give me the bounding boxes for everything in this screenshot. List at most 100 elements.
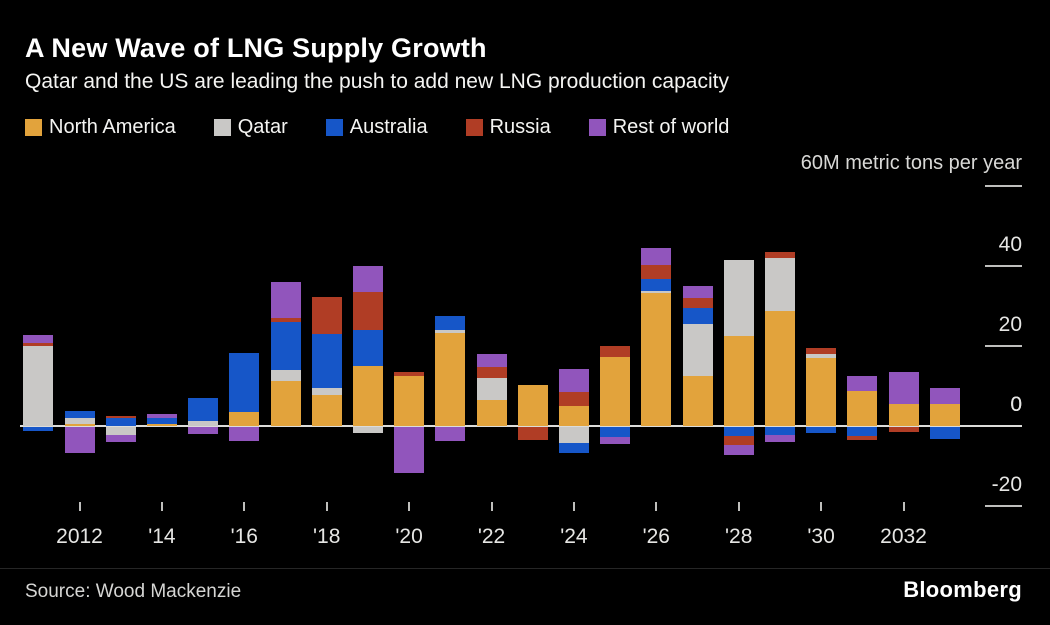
bar-segment-north_america-2025 [600, 356, 631, 426]
bar-segment-australia-2030 [806, 427, 837, 433]
bar-segment-qatar-2013 [105, 427, 136, 435]
legend-label: North America [49, 116, 176, 138]
bar-segment-australia-2019 [352, 330, 383, 366]
legend-swatch-australia [325, 119, 343, 136]
bar-segment-australia-2014 [146, 418, 177, 424]
bar-segment-north_america-2029 [764, 310, 795, 426]
y-axis-tick [985, 185, 1022, 187]
x-axis-tick [160, 502, 163, 511]
bar-segment-qatar-2027 [682, 323, 713, 376]
bar-segment-russia-2023 [517, 427, 548, 440]
bar-segment-russia-2026 [641, 265, 672, 279]
bar-segment-qatar-2012 [64, 418, 95, 424]
bar-segment-north_america-2016 [229, 412, 260, 426]
bar-segment-australia-2017 [270, 321, 301, 370]
bar-segment-russia-2017 [270, 317, 301, 322]
bar-segment-rest_of_world-2016 [229, 427, 260, 441]
bar-segment-russia-2030 [806, 347, 837, 354]
x-axis-tick [655, 502, 658, 511]
source-credit: Source: Wood Mackenzie [25, 581, 242, 602]
legend-swatch-rest_of_world [588, 119, 606, 136]
x-axis-tick [572, 502, 575, 511]
y-axis-label: 0 [1010, 393, 1022, 416]
bar-segment-rest_of_world-2022 [476, 353, 507, 367]
bar-segment-rest_of_world-2013 [105, 435, 136, 442]
y-axis-label: -20 [991, 473, 1022, 496]
bar-segment-rest_of_world-2021 [435, 427, 466, 441]
bar-segment-australia-2013 [105, 418, 136, 426]
bar-segment-north_america-2014 [146, 424, 177, 426]
bar-segment-qatar-2018 [311, 387, 342, 396]
x-axis-tick [820, 502, 823, 511]
bar-segment-north_america-2028 [723, 335, 754, 426]
x-axis-label: 2032 [880, 525, 927, 548]
legend-label: Russia [489, 116, 551, 138]
y-axis-label: 20 [998, 313, 1022, 336]
bar-segment-russia-2019 [352, 292, 383, 330]
bar-segment-north_america-2027 [682, 375, 713, 426]
x-axis-label: '20 [395, 525, 423, 548]
x-axis-tick [243, 502, 246, 511]
bar-segment-russia-2025 [600, 345, 631, 357]
bar-segment-qatar-2029 [764, 257, 795, 311]
bar-segment-australia-2029 [764, 427, 795, 436]
bar-segment-rest_of_world-2026 [641, 248, 672, 266]
bar-segment-rest_of_world-2033 [929, 388, 960, 404]
legend-item-australia: Australia [325, 116, 428, 139]
x-axis-tick [737, 502, 740, 511]
page-title: A New Wave of LNG Supply Growth [25, 33, 487, 63]
bar-segment-qatar-2026 [641, 290, 672, 294]
bar-segment-australia-2024 [558, 443, 589, 453]
bar-segment-australia-2031 [847, 427, 878, 437]
bar-segment-australia-2033 [929, 427, 960, 440]
bar-segment-north_america-2030 [806, 357, 837, 426]
bar-segment-russia-2029 [764, 252, 795, 258]
chart-legend: North America Qatar Australia Russia Rest of… [25, 116, 729, 139]
legend-swatch-russia [465, 119, 483, 136]
bar-segment-north_america-2012 [64, 423, 95, 426]
bar-segment-australia-2012 [64, 410, 95, 419]
footer-divider [0, 568, 1050, 569]
bar-segment-north_america-2020 [394, 375, 425, 426]
bar-segment-russia-2024 [558, 392, 589, 406]
bar-segment-north_america-2019 [352, 366, 383, 426]
bar-segment-australia-2027 [682, 307, 713, 324]
bar-segment-russia-2018 [311, 296, 342, 334]
legend-label: Qatar [237, 116, 288, 138]
x-axis-label: '30 [807, 525, 835, 548]
legend-item-qatar: Qatar [213, 116, 288, 139]
x-axis-tick [408, 502, 411, 511]
x-axis-tick [325, 502, 328, 511]
legend-item-russia: Russia [465, 116, 551, 139]
bar-segment-qatar-2024 [558, 427, 589, 443]
bar-segment-rest_of_world-2011 [23, 335, 54, 343]
bar-segment-rest_of_world-2029 [764, 435, 795, 443]
bar-segment-north_america-2031 [847, 390, 878, 426]
zero-baseline [20, 425, 1022, 427]
x-axis-label: '22 [477, 525, 506, 548]
x-axis-tick [78, 502, 81, 511]
bar-segment-russia-2032 [888, 427, 919, 433]
bar-segment-qatar-2022 [476, 377, 507, 400]
bar-segment-australia-2018 [311, 333, 342, 388]
y-axis-tick [985, 265, 1022, 267]
bar-segment-russia-2028 [723, 436, 754, 446]
bar-segment-australia-2021 [435, 316, 466, 330]
bar-segment-rest_of_world-2027 [682, 286, 713, 298]
x-axis-label: '26 [642, 525, 670, 548]
bar-segment-rest_of_world-2012 [64, 427, 95, 453]
x-axis-label: '14 [148, 525, 176, 548]
bar-segment-russia-2027 [682, 297, 713, 308]
bar-segment-russia-2020 [394, 372, 425, 376]
legend-item-rest_of_world: Rest of world [588, 116, 730, 139]
legend-label: Rest of world [612, 116, 730, 138]
x-axis-label: '24 [560, 525, 588, 548]
bar-segment-australia-2025 [600, 427, 631, 437]
bar-segment-north_america-2024 [558, 405, 589, 426]
bar-segment-qatar-2028 [723, 260, 754, 336]
legend-swatch-north_america [25, 119, 42, 136]
bar-segment-australia-2011 [23, 427, 54, 431]
bloomberg-logo: Bloomberg [903, 577, 1022, 602]
